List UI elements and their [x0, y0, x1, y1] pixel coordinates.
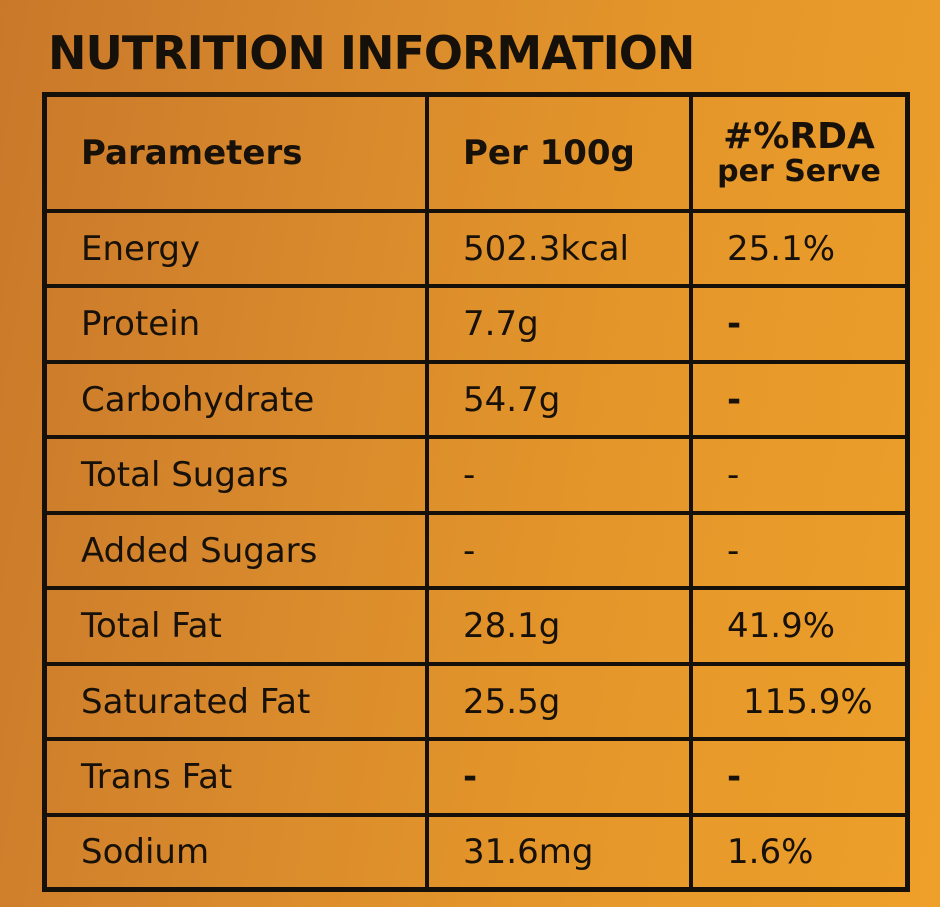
row-sodium-per100g: 31.6mg — [425, 812, 693, 887]
table-row: Carbohydrate 54.7g - — [47, 359, 905, 440]
table-row: Energy 502.3kcal 25.1% — [47, 208, 905, 289]
row-added-sugars-name: Added Sugars — [47, 510, 429, 591]
header-rda-line1: #%RDA — [723, 116, 875, 158]
nutrition-table: Parameters Per 100g #%RDA per Serve Ener… — [47, 97, 905, 887]
table-row: Total Sugars - - — [47, 435, 905, 515]
row-carbohydrate-rda: - — [689, 359, 905, 440]
table-row: Added Sugars - - — [47, 510, 905, 591]
header-parameters: Parameters — [47, 97, 429, 213]
table-row: Sodium 31.6mg 1.6% — [47, 812, 905, 887]
row-energy-rda: 25.1% — [689, 208, 905, 289]
header-rda: #%RDA per Serve — [689, 97, 905, 213]
row-total-fat-name: Total Fat — [47, 586, 429, 666]
row-energy-per100g: 502.3kcal — [425, 208, 693, 289]
row-trans-fat-per100g: - — [425, 737, 693, 817]
row-saturated-fat-name: Saturated Fat — [47, 661, 429, 742]
row-protein-per100g: 7.7g — [425, 284, 693, 364]
row-sodium-name: Sodium — [47, 812, 429, 887]
row-total-fat-rda: 41.9% — [689, 586, 905, 666]
row-total-sugars-name: Total Sugars — [47, 435, 429, 515]
row-trans-fat-rda: - — [689, 737, 905, 817]
table-row: Trans Fat - - — [47, 737, 905, 817]
table-header-row: Parameters Per 100g #%RDA per Serve — [47, 97, 905, 213]
row-carbohydrate-per100g: 54.7g — [425, 359, 693, 440]
row-saturated-fat-per100g: 25.5g — [425, 661, 693, 742]
header-rda-line2: per Serve — [717, 154, 881, 190]
row-total-sugars-per100g: - — [425, 435, 693, 515]
row-saturated-fat-rda: 115.9% — [689, 661, 905, 742]
row-carbohydrate-name: Carbohydrate — [47, 359, 429, 440]
row-added-sugars-rda: - — [689, 510, 905, 591]
header-per-100g: Per 100g — [425, 97, 693, 213]
row-energy-name: Energy — [47, 208, 429, 289]
nutrition-table-frame: Parameters Per 100g #%RDA per Serve Ener… — [42, 92, 910, 892]
row-added-sugars-per100g: - — [425, 510, 693, 591]
row-total-sugars-rda: - — [689, 435, 905, 515]
row-protein-rda: - — [689, 284, 905, 364]
row-sodium-rda: 1.6% — [689, 812, 905, 887]
table-row: Saturated Fat 25.5g 115.9% — [47, 661, 905, 742]
row-protein-name: Protein — [47, 284, 429, 364]
page-title: NUTRITION INFORMATION — [48, 26, 695, 80]
row-total-fat-per100g: 28.1g — [425, 586, 693, 666]
row-trans-fat-name: Trans Fat — [47, 737, 429, 817]
table-row: Total Fat 28.1g 41.9% — [47, 586, 905, 666]
table-row: Protein 7.7g - — [47, 284, 905, 364]
